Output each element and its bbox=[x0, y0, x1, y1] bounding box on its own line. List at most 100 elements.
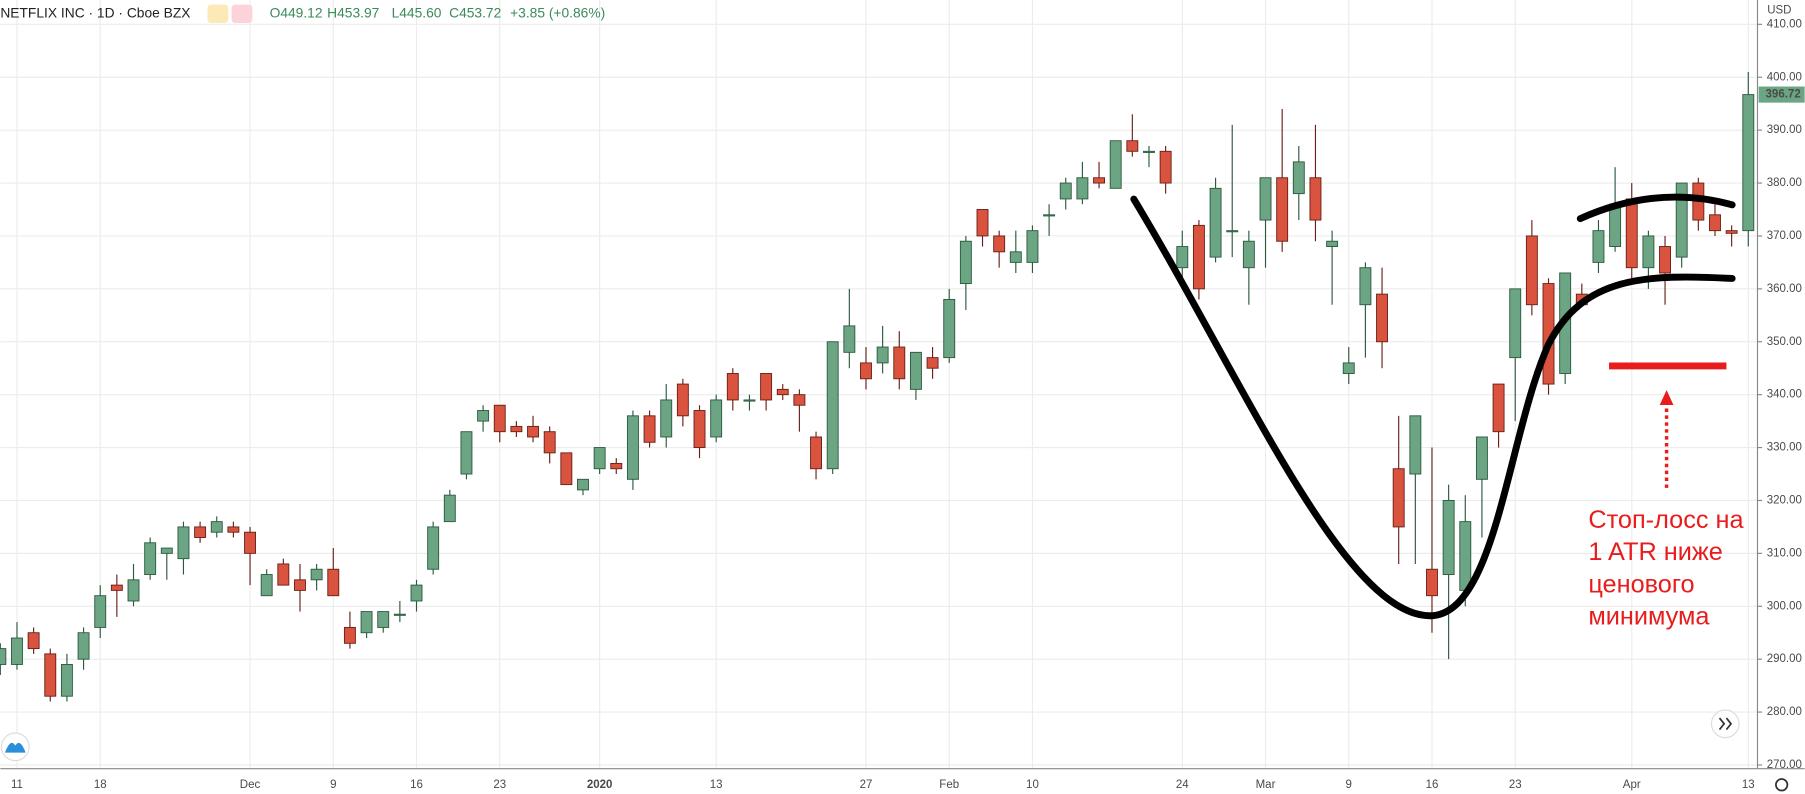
last-price-label: 396.72 bbox=[1766, 89, 1801, 101]
y-tick-label: 270.00 bbox=[1767, 759, 1802, 771]
x-tick-label: 27 bbox=[860, 779, 873, 791]
time-axis: 11 18 Dec 9 16 23 2020 13 27 Feb 10 24 Mar 9 16 23 Apr 13 bbox=[11, 779, 1755, 791]
candle-body bbox=[60, 664, 73, 697]
candle-body bbox=[793, 394, 806, 406]
candle-body bbox=[876, 346, 889, 364]
x-tick-label: 2020 bbox=[587, 779, 613, 791]
candle-body bbox=[1625, 198, 1638, 269]
scroll-button[interactable] bbox=[1710, 709, 1740, 739]
candle-body bbox=[1359, 267, 1372, 306]
annotation: Стоп-лосс на 1 ATR ниже ценового минимума bbox=[1588, 506, 1744, 631]
candle-body bbox=[1709, 214, 1721, 232]
x-tick-label: 18 bbox=[94, 779, 107, 791]
annotation-line: ценового bbox=[1588, 570, 1694, 598]
candle-body bbox=[1026, 230, 1039, 263]
candle-body bbox=[1509, 288, 1522, 359]
y-tick-label: 390.00 bbox=[1767, 124, 1802, 136]
candle-body bbox=[393, 613, 406, 616]
candle-body bbox=[94, 595, 107, 628]
y-tick-label: 320.00 bbox=[1767, 494, 1802, 506]
candle-body bbox=[1226, 230, 1239, 233]
candle-body bbox=[1742, 94, 1755, 232]
handle-curve bbox=[1576, 193, 1736, 223]
candle-body bbox=[477, 410, 490, 422]
x-tick-label: 13 bbox=[1742, 779, 1755, 791]
candle-body bbox=[360, 611, 373, 634]
candle-body bbox=[1076, 177, 1089, 200]
candle-body bbox=[610, 462, 623, 470]
candle-body bbox=[27, 632, 40, 650]
candle-body bbox=[860, 362, 872, 380]
candle-body bbox=[726, 373, 739, 401]
candle-body bbox=[1309, 177, 1322, 221]
candle-body bbox=[110, 584, 123, 591]
candle-body bbox=[577, 478, 589, 491]
candle-body bbox=[1159, 150, 1172, 184]
candle-body bbox=[1326, 240, 1339, 247]
y-tick-label: 410.00 bbox=[1767, 18, 1802, 30]
candle-body bbox=[127, 579, 140, 602]
candle-body bbox=[1442, 500, 1455, 575]
candle-body bbox=[760, 373, 773, 401]
candle-body bbox=[710, 399, 723, 438]
y-tick-label: 370.00 bbox=[1767, 230, 1802, 242]
candle-body bbox=[11, 637, 23, 665]
candle-body bbox=[676, 383, 689, 417]
annotation-line: 1 ATR ниже bbox=[1588, 538, 1723, 566]
candle-body bbox=[1059, 182, 1072, 200]
candle-body bbox=[377, 611, 390, 628]
candle-body bbox=[1459, 521, 1472, 591]
y-tick-label: 330.00 bbox=[1767, 442, 1802, 454]
candle-body bbox=[993, 235, 1006, 253]
candle-body bbox=[1276, 177, 1289, 242]
candle-body bbox=[177, 526, 190, 560]
candle-body bbox=[310, 568, 323, 581]
candle-body bbox=[194, 526, 207, 538]
candle-body bbox=[893, 346, 906, 380]
candles bbox=[0, 71, 1755, 702]
candle-body bbox=[1409, 415, 1422, 475]
y-tick-label: 360.00 bbox=[1767, 283, 1802, 295]
candle-body bbox=[1143, 150, 1155, 153]
candle-body bbox=[0, 648, 7, 665]
candle-body bbox=[843, 325, 856, 353]
candle-body bbox=[1376, 293, 1388, 343]
ohlc-change: +3.85 (+0.86%) bbox=[510, 5, 605, 20]
candle-body bbox=[560, 452, 573, 486]
settings[interactable] bbox=[1775, 778, 1789, 792]
candle-body bbox=[810, 436, 822, 470]
candle-body bbox=[1093, 177, 1105, 184]
candle-body bbox=[244, 531, 256, 554]
candle-body bbox=[144, 542, 157, 575]
scroll-icon bbox=[1718, 717, 1733, 731]
ohlc-low: L445.60 bbox=[392, 5, 442, 20]
candle-body bbox=[1642, 235, 1655, 269]
x-tick-label: Apr bbox=[1623, 779, 1641, 791]
candle-body bbox=[493, 404, 506, 433]
x-tick-label: Feb bbox=[939, 779, 959, 791]
y-tick-label: 310.00 bbox=[1767, 547, 1802, 559]
candle-body bbox=[926, 357, 939, 369]
candle-body bbox=[77, 632, 90, 660]
candle-body bbox=[510, 425, 523, 433]
candle-body bbox=[210, 521, 223, 533]
badge bbox=[231, 4, 253, 24]
candle-body bbox=[1126, 140, 1139, 152]
candle-body bbox=[527, 425, 539, 438]
candle-body bbox=[1592, 230, 1605, 263]
ohlc-open: O449.12 bbox=[270, 5, 323, 20]
x-tick-label: 10 bbox=[1026, 779, 1039, 791]
logo-icon bbox=[4, 742, 26, 753]
candle-body bbox=[294, 579, 306, 591]
x-tick-label: 24 bbox=[1176, 779, 1189, 791]
cup-curve bbox=[1130, 195, 1736, 620]
x-tick-label: Mar bbox=[1256, 779, 1276, 791]
candle-body bbox=[1043, 214, 1056, 217]
candle-body bbox=[277, 563, 290, 586]
candle-body bbox=[227, 526, 240, 533]
candle-body bbox=[660, 399, 673, 438]
last-price-box bbox=[1758, 86, 1805, 103]
x-tick-label: 23 bbox=[1509, 779, 1522, 791]
candle-body bbox=[1009, 251, 1022, 263]
candle-body bbox=[1242, 240, 1255, 269]
